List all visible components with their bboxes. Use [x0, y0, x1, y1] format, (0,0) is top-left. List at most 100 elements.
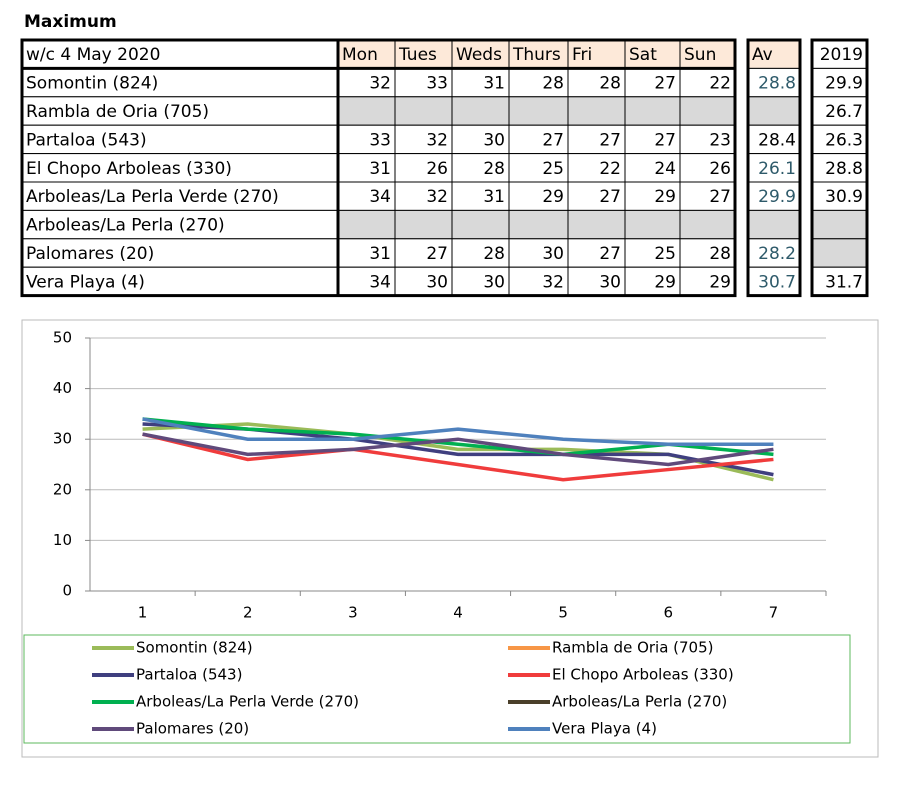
row-name-cell: [21, 96, 339, 126]
x-tick-label: 1: [138, 604, 148, 622]
value: 29: [654, 272, 676, 292]
prev-value: 31.7: [825, 272, 863, 292]
value-cell: [451, 209, 510, 240]
x-tick-label: 3: [348, 604, 358, 622]
value-cell: [567, 209, 626, 240]
value: 30: [483, 272, 505, 292]
value: 30: [426, 272, 448, 292]
header-label: Weds: [456, 45, 502, 65]
x-tick-label: 7: [769, 604, 779, 622]
av-cell: [747, 209, 801, 240]
series-line: [142, 417, 774, 447]
value: 28: [709, 244, 731, 264]
value: 26: [709, 159, 731, 179]
value-cell: [567, 96, 626, 126]
header-cell: [747, 39, 801, 69]
value-cell: [508, 209, 569, 240]
value: 22: [599, 159, 621, 179]
value-cell: [451, 124, 510, 155]
av-value: 29.9: [758, 187, 796, 207]
value-cell: [679, 153, 736, 183]
value-cell: [337, 238, 396, 268]
av-value: 26.1: [758, 159, 796, 179]
header-label: w/c 4 May 2020: [26, 45, 160, 65]
row-name: Arboleas/La Perla (270): [26, 216, 225, 236]
value-cell: [394, 209, 453, 240]
prev-cell: [811, 124, 868, 155]
value: 31: [483, 187, 505, 207]
value: 30: [542, 244, 564, 264]
row-name: Partaloa (543): [26, 130, 147, 150]
header-label: Thurs: [512, 45, 561, 65]
value: 30: [483, 130, 505, 150]
legend-label: El Chopo Arboleas (330): [552, 666, 734, 684]
header-cell: [624, 39, 681, 69]
value-cell: [394, 153, 453, 183]
value-cell: [508, 124, 569, 155]
value: 24: [654, 159, 676, 179]
value: 28: [542, 74, 564, 94]
value-cell: [337, 96, 396, 126]
value: 25: [654, 244, 676, 264]
value-cell: [567, 181, 626, 211]
value: 27: [599, 244, 621, 264]
legend-label: Arboleas/La Perla Verde (270): [136, 693, 359, 711]
value-cell: [679, 124, 736, 155]
series-line: [142, 432, 774, 467]
row-name: Vera Playa (4): [26, 272, 145, 292]
value-cell: [451, 181, 510, 211]
row-name-cell: [21, 209, 339, 240]
value: 26: [426, 159, 448, 179]
value-cell: [679, 181, 736, 211]
x-tick-label: 4: [453, 604, 463, 622]
legend-label: Palomares (20): [136, 720, 249, 738]
value: 27: [542, 130, 564, 150]
row-name-cell: [21, 124, 339, 155]
row-name-cell: [21, 67, 339, 98]
value: 29: [654, 187, 676, 207]
value: 28: [599, 74, 621, 94]
prev-cell: [811, 209, 868, 240]
value-cell: [508, 266, 569, 297]
value: 22: [709, 74, 731, 94]
row-name: Palomares (20): [26, 244, 154, 264]
header-label: Tues: [398, 45, 437, 65]
value-cell: [394, 266, 453, 297]
legend-frame: [23, 634, 851, 744]
av-value: 30.7: [758, 272, 796, 292]
value: 31: [483, 74, 505, 94]
value: 23: [709, 130, 731, 150]
prev-value: 26.3: [825, 130, 863, 150]
header-label: Av: [752, 45, 773, 65]
row-name: Somontin (824): [26, 74, 158, 94]
av-cell: [747, 96, 801, 126]
y-tick-label: 50: [53, 329, 72, 347]
value-cell: [567, 266, 626, 297]
chart-frame: [21, 319, 879, 758]
value: 30: [599, 272, 621, 292]
value: 33: [369, 130, 391, 150]
y-tick-label: 30: [53, 430, 72, 448]
value-cell: [624, 153, 681, 183]
av-value: 28.4: [758, 130, 796, 150]
value: 32: [369, 74, 391, 94]
series-line: [142, 432, 774, 482]
value-cell: [508, 96, 569, 126]
legend-label: Rambla de Oria (705): [552, 639, 714, 657]
value: 27: [599, 187, 621, 207]
x-tick-label: 5: [558, 604, 568, 622]
value: 27: [654, 74, 676, 94]
value: 27: [426, 244, 448, 264]
value: 34: [369, 187, 391, 207]
value: 33: [426, 74, 448, 94]
prev-value: 29.9: [825, 74, 863, 94]
value: 25: [542, 159, 564, 179]
table-border: [746, 38, 802, 298]
value-cell: [451, 238, 510, 268]
prev-value: 30.9: [825, 187, 863, 207]
value: 27: [599, 130, 621, 150]
value: 29: [709, 272, 731, 292]
av-value: 28.8: [758, 74, 796, 94]
value: 27: [709, 187, 731, 207]
